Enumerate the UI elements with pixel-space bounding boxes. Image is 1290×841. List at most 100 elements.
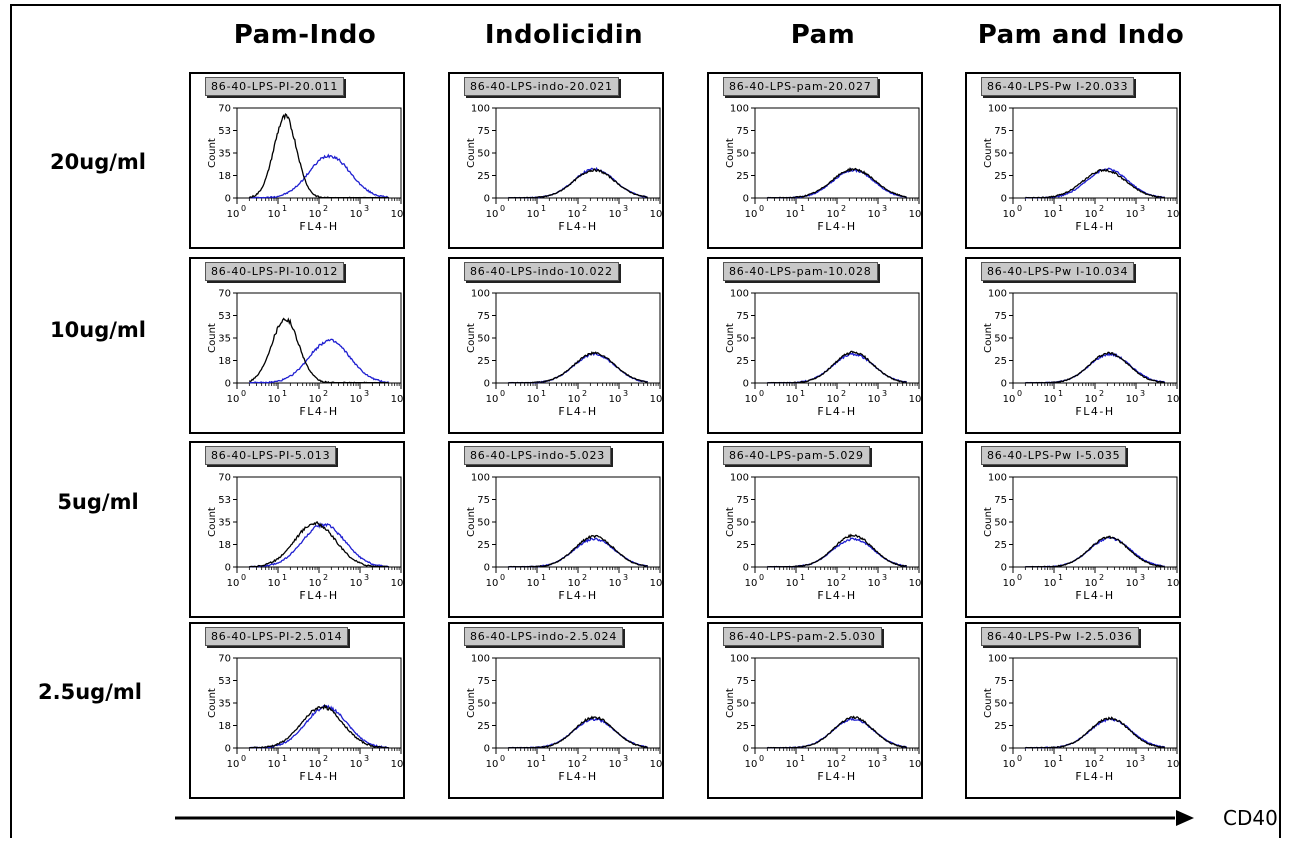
plot-area xyxy=(495,476,661,568)
y-tick-label: 50 xyxy=(477,149,490,160)
y-axis-label: Count xyxy=(207,507,218,537)
x-tick-exponent: 1 xyxy=(1058,204,1063,213)
histogram-series-blue xyxy=(249,153,389,199)
x-tick-label: 10 xyxy=(1126,394,1139,405)
sample-file-tag: 86-40-LPS-PI-2.5.014 xyxy=(205,627,349,646)
x-tick-exponent: 0 xyxy=(241,573,246,582)
x-tick-exponent: 3 xyxy=(882,389,887,398)
plot-area xyxy=(1012,476,1178,568)
x-tick-exponent: 0 xyxy=(759,389,764,398)
x-tick-label: 10 xyxy=(268,394,281,405)
x-tick-label: 10 xyxy=(227,209,240,220)
y-tick-label: 100 xyxy=(471,473,490,484)
x-axis-label: FL4-H xyxy=(558,220,597,233)
x-tick-label: 10 xyxy=(1085,209,1098,220)
sample-file-tag: 86-40-LPS-indo-10.022 xyxy=(464,262,619,281)
x-tick-exponent: 2 xyxy=(1099,573,1104,582)
y-tick-label: 75 xyxy=(736,676,749,687)
y-tick-label: 35 xyxy=(218,699,231,710)
sample-file-tag: 86-40-LPS-Pw I-5.035 xyxy=(981,446,1127,465)
cd40-axis-label: CD40 xyxy=(1223,806,1278,830)
x-tick-exponent: 1 xyxy=(800,204,805,213)
y-tick-label: 50 xyxy=(736,334,749,345)
x-tick-label: 10 xyxy=(227,394,240,405)
histogram-panel: 0255075100Count100101102103104FL4-H86-40… xyxy=(448,622,664,799)
y-tick-label: 50 xyxy=(477,334,490,345)
y-tick-label: 50 xyxy=(477,518,490,529)
x-tick-exponent: 3 xyxy=(1140,573,1145,582)
x-tick-exponent: 0 xyxy=(500,754,505,763)
y-axis-label: Count xyxy=(466,507,477,537)
x-tick-label: 10 xyxy=(609,578,622,589)
histogram-series-blue xyxy=(1025,536,1165,568)
x-tick-exponent: 3 xyxy=(364,389,369,398)
x-tick-label: 10 xyxy=(868,578,881,589)
histogram-series-black xyxy=(249,520,389,568)
x-tick-exponent: 1 xyxy=(1058,573,1063,582)
y-axis-label: Count xyxy=(466,138,477,168)
row-label-5: 5ug/ml xyxy=(57,490,139,514)
x-tick-exponent: 2 xyxy=(582,754,587,763)
x-tick-label: 10 xyxy=(745,578,758,589)
histogram-series-blue xyxy=(767,537,907,568)
y-axis-label: Count xyxy=(466,323,477,353)
histogram-panel: 0255075100Count100101102103104FL4-H86-40… xyxy=(707,441,923,618)
x-tick-label: 10 xyxy=(1167,394,1179,405)
y-tick-label: 25 xyxy=(736,540,749,551)
x-axis-label: FL4-H xyxy=(558,589,597,602)
x-tick-exponent: 1 xyxy=(541,389,546,398)
x-tick-exponent: 1 xyxy=(282,573,287,582)
x-tick-exponent: 0 xyxy=(500,389,505,398)
x-tick-label: 10 xyxy=(527,394,540,405)
x-tick-exponent: 0 xyxy=(241,389,246,398)
x-tick-exponent: 3 xyxy=(364,204,369,213)
x-tick-exponent: 0 xyxy=(759,204,764,213)
x-tick-exponent: 2 xyxy=(323,754,328,763)
x-tick-label: 10 xyxy=(909,209,921,220)
histogram-series-black xyxy=(767,715,907,749)
x-tick-exponent: 1 xyxy=(541,204,546,213)
y-axis-label: Count xyxy=(466,688,477,718)
y-axis-label: Count xyxy=(207,323,218,353)
y-tick-label: 18 xyxy=(218,171,231,182)
sample-file-tag: 86-40-LPS-indo-2.5.024 xyxy=(464,627,624,646)
x-tick-label: 10 xyxy=(650,578,662,589)
column-header-pam-indo: Pam-Indo xyxy=(233,20,377,50)
y-tick-label: 75 xyxy=(477,311,490,322)
x-tick-label: 10 xyxy=(486,209,499,220)
x-axis-label: FL4-H xyxy=(817,405,856,418)
histogram-series-black xyxy=(1025,351,1166,384)
sample-file-tag: 86-40-LPS-pam-2.5.030 xyxy=(723,627,882,646)
x-tick-label: 10 xyxy=(350,578,363,589)
x-tick-label: 10 xyxy=(609,394,622,405)
y-tick-label: 70 xyxy=(218,289,231,300)
histogram-series-black xyxy=(767,166,907,199)
x-tick-exponent: 3 xyxy=(1140,204,1145,213)
y-tick-label: 100 xyxy=(471,654,490,665)
x-tick-exponent: 1 xyxy=(541,754,546,763)
x-tick-exponent: 0 xyxy=(241,204,246,213)
x-tick-label: 10 xyxy=(1167,578,1179,589)
x-tick-label: 10 xyxy=(486,578,499,589)
sample-file-tag: 86-40-LPS-pam-20.027 xyxy=(723,77,878,96)
x-tick-label: 10 xyxy=(391,394,403,405)
x-tick-label: 10 xyxy=(268,578,281,589)
x-tick-exponent: 0 xyxy=(241,754,246,763)
histogram-panel: 0255075100Count100101102103104FL4-H86-40… xyxy=(448,257,664,434)
column-header-pam-and-indo: Pam and Indo xyxy=(977,20,1185,50)
y-tick-label: 0 xyxy=(225,744,231,755)
y-tick-label: 25 xyxy=(477,540,490,551)
x-tick-exponent: 1 xyxy=(541,573,546,582)
histogram-panel: 0255075100Count100101102103104FL4-H86-40… xyxy=(965,257,1181,434)
sample-file-tag: 86-40-LPS-PI-5.013 xyxy=(205,446,337,465)
plot-area xyxy=(236,657,402,749)
y-tick-label: 25 xyxy=(736,356,749,367)
histogram-panel: 0255075100Count100101102103104FL4-H86-40… xyxy=(965,441,1181,618)
y-tick-label: 50 xyxy=(477,699,490,710)
y-tick-label: 35 xyxy=(218,518,231,529)
x-tick-exponent: 3 xyxy=(623,573,628,582)
y-tick-label: 53 xyxy=(218,495,231,506)
y-tick-label: 50 xyxy=(994,149,1007,160)
x-tick-label: 10 xyxy=(1003,578,1016,589)
y-tick-label: 0 xyxy=(1001,194,1007,205)
